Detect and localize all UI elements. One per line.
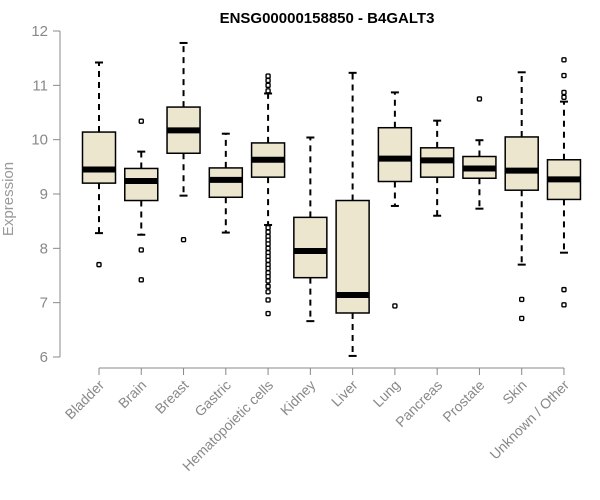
outlier-point — [265, 278, 271, 284]
iqr-box — [81, 131, 117, 184]
y-tick-label: 6 — [40, 349, 48, 366]
box-group — [377, 91, 413, 309]
outlier-point — [265, 77, 271, 84]
outlier-point — [265, 257, 271, 263]
y-axis: 6 7 8 9 10 11 12 — [31, 23, 61, 366]
y-tick-label: 7 — [40, 295, 48, 312]
x-tick-label: Brain — [115, 377, 149, 411]
chart-title: ENSG00000158850 - B4GALT3 — [220, 10, 435, 27]
outlier-point — [476, 96, 483, 102]
box-group — [462, 96, 497, 210]
x-tick-label: Kidney — [277, 377, 319, 419]
box-group — [419, 119, 455, 217]
y-tick-label: 8 — [40, 240, 48, 257]
box-group — [293, 136, 328, 323]
outlier-point — [561, 57, 567, 63]
outlier-point — [519, 315, 525, 322]
y-tick-label: 10 — [31, 132, 48, 149]
box-group — [504, 71, 539, 322]
box-group — [124, 118, 159, 283]
box-group — [81, 61, 117, 268]
x-tick-label: Breast — [152, 377, 192, 417]
box-group — [546, 57, 582, 308]
y-tick-label: 11 — [32, 77, 48, 94]
outlier-point — [265, 245, 271, 252]
outlier-point — [138, 247, 144, 253]
outlier-point — [180, 236, 187, 243]
x-tick-label: Prostate — [439, 377, 487, 425]
x-tick-label: Liver — [328, 377, 361, 410]
x-tick-label: Lung — [370, 377, 403, 410]
outlier-point — [561, 72, 567, 79]
iqr-box — [504, 136, 539, 191]
iqr-box — [377, 126, 413, 183]
outlier-point — [265, 297, 271, 303]
outlier-point — [138, 118, 144, 124]
outlier-point — [265, 224, 271, 231]
outlier-point — [265, 88, 271, 94]
x-tick-label: Pancreas — [392, 377, 445, 430]
outlier-point — [561, 302, 567, 308]
outlier-point — [561, 286, 567, 293]
outlier-point — [265, 273, 271, 280]
outlier-point — [265, 229, 271, 235]
outlier-point — [561, 94, 567, 100]
y-axis-label: Expression — [0, 162, 17, 236]
outlier-point — [265, 289, 271, 295]
outlier-point — [265, 265, 271, 272]
outlier-point — [96, 261, 102, 268]
outlier-point — [138, 277, 144, 283]
box-group — [335, 71, 370, 357]
iqr-box — [293, 216, 328, 279]
box-group — [166, 41, 201, 243]
plot-area — [81, 41, 582, 357]
x-tick-label: Bladder — [62, 377, 108, 423]
y-tick-label: 12 — [31, 23, 48, 40]
box-group — [250, 73, 286, 317]
box-group — [208, 132, 244, 234]
outlier-point — [265, 283, 271, 290]
outlier-point — [265, 73, 271, 79]
outlier-point — [519, 296, 525, 303]
x-tick-label: Skin — [499, 377, 530, 408]
x-tick-label: Unknown / Other — [486, 377, 572, 463]
outlier-point — [265, 241, 271, 247]
outlier-point — [265, 82, 271, 89]
outlier-point — [265, 310, 271, 317]
outlier-point — [392, 303, 398, 309]
iqr-box — [124, 167, 159, 202]
y-tick-label: 9 — [40, 186, 48, 203]
outlier-point — [561, 89, 567, 96]
